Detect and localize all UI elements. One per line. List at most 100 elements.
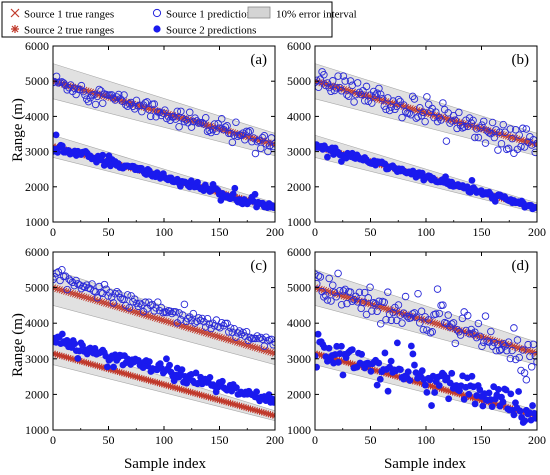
x-tick-label: 0	[312, 225, 318, 239]
true-range-x	[422, 109, 430, 117]
prediction-point	[358, 350, 366, 358]
legend-star-marker	[11, 25, 19, 33]
prediction-point	[412, 313, 420, 321]
prediction-point	[531, 148, 537, 157]
true-range-star	[113, 368, 121, 376]
prediction-point	[226, 324, 235, 332]
y-tick-label: 6000	[287, 39, 311, 53]
true-range-x	[262, 138, 270, 146]
prediction-point	[203, 127, 212, 136]
prediction-point	[67, 277, 75, 285]
prediction-point	[196, 316, 205, 325]
prediction-point	[338, 342, 345, 350]
prediction-point	[448, 320, 456, 328]
prediction-point	[116, 293, 125, 302]
prediction-point	[178, 311, 187, 319]
legend-open-circle	[152, 8, 162, 18]
true-range-star	[129, 372, 137, 380]
prediction-point	[255, 334, 263, 343]
plot-area	[53, 63, 275, 214]
true-range-star	[53, 350, 59, 358]
prediction-point	[407, 314, 415, 322]
prediction-point	[400, 101, 408, 109]
true-range-star	[53, 351, 61, 359]
true-range-star	[187, 388, 195, 396]
prediction-point	[82, 95, 91, 103]
true-range-x	[220, 334, 228, 342]
prediction-point	[485, 389, 493, 397]
true-range-x	[185, 324, 192, 332]
y-axis-label-top: Range (m)	[10, 98, 26, 162]
prediction-point	[324, 153, 331, 161]
prediction-point	[53, 78, 59, 86]
prediction-point	[334, 269, 342, 278]
prediction-point	[150, 100, 158, 108]
true-range-star	[144, 376, 152, 384]
x-tick-label: 50	[365, 433, 377, 447]
true-range-x	[149, 313, 157, 321]
true-range-star	[189, 389, 197, 397]
prediction-point	[337, 87, 346, 95]
true-range-star	[373, 367, 381, 375]
true-range-star	[444, 387, 452, 395]
prediction-point	[479, 338, 488, 347]
source2-predictions	[315, 141, 537, 213]
prediction-point	[109, 299, 118, 307]
prediction-point	[513, 336, 522, 344]
prediction-point	[369, 299, 378, 307]
prediction-point	[432, 108, 440, 116]
true-range-x	[131, 308, 139, 316]
prediction-point	[476, 386, 484, 394]
plot-area	[315, 63, 537, 214]
prediction-point	[522, 375, 531, 384]
true-range-star	[91, 361, 99, 369]
prediction-point	[90, 287, 98, 295]
y-tick-label: 5000	[287, 74, 311, 88]
true-range-x	[444, 323, 452, 331]
legend: Source 1 true ranges Source 2 true ranges…	[1, 1, 357, 38]
true-range-star	[371, 366, 379, 374]
x-tick-label: 150	[211, 433, 229, 447]
true-range-x	[520, 137, 527, 145]
prediction-point	[503, 145, 511, 154]
source2-predictions	[53, 330, 275, 406]
true-range-star	[151, 378, 159, 386]
prediction-point	[503, 346, 511, 355]
prediction-point	[114, 90, 123, 99]
prediction-point	[109, 94, 118, 102]
true-range-star	[60, 353, 68, 361]
prediction-point	[524, 340, 532, 349]
true-range-star	[58, 352, 66, 360]
true-range-x	[389, 100, 397, 107]
prediction-point	[362, 82, 371, 91]
true-range-star	[202, 392, 210, 400]
prediction-point	[504, 144, 513, 153]
true-range-x	[533, 350, 537, 357]
prediction-point	[527, 141, 536, 149]
prediction-point	[495, 128, 504, 136]
prediction-point	[409, 350, 417, 358]
prediction-point	[428, 402, 435, 409]
legend-label: Source 1 true ranges	[24, 9, 114, 21]
true-range-star	[231, 401, 239, 409]
prediction-point	[487, 327, 495, 336]
prediction-point	[481, 312, 490, 320]
true-range-x	[89, 296, 97, 303]
prediction-point	[368, 99, 376, 107]
true-range-x	[229, 337, 237, 345]
true-range-star	[340, 358, 348, 366]
true-range-star	[411, 377, 419, 385]
prediction-point	[75, 85, 84, 94]
prediction-point	[316, 273, 325, 281]
prediction-point	[177, 315, 185, 324]
prediction-point	[442, 173, 449, 181]
prediction-point	[366, 283, 374, 291]
prediction-point	[449, 319, 458, 327]
prediction-point	[251, 149, 260, 158]
true-range-star	[196, 391, 204, 399]
prediction-point	[327, 297, 335, 305]
prediction-point	[77, 284, 86, 293]
prediction-point	[499, 340, 508, 348]
prediction-point	[507, 390, 515, 398]
prediction-point	[315, 280, 321, 288]
